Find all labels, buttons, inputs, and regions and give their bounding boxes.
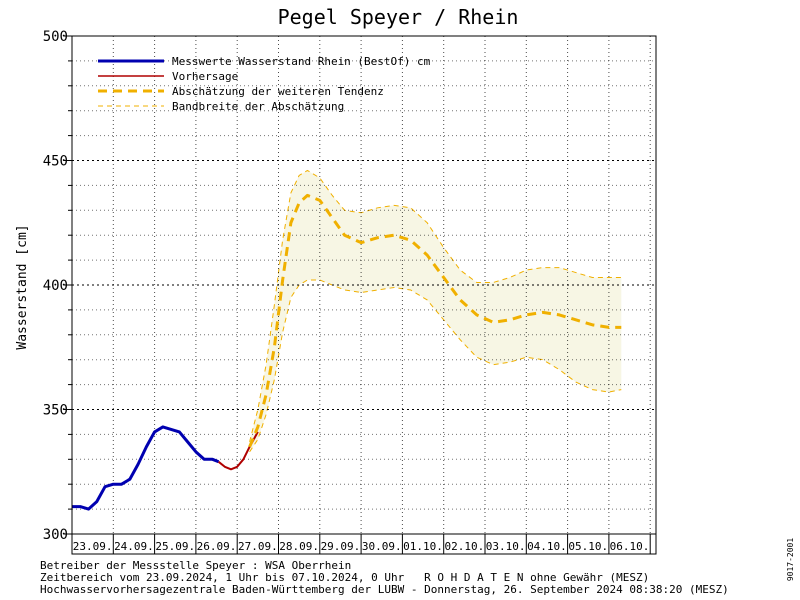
series-line-2: [248, 193, 622, 448]
footer-publisher: Hochwasservorhersagezentrale Baden-Württ…: [40, 583, 729, 596]
x-tick-label: 27.09.: [238, 540, 278, 553]
x-tick-label: 02.10.: [444, 540, 484, 553]
y-tick-label: 300: [43, 527, 68, 543]
y-tick-label: 500: [43, 29, 68, 45]
legend-label-1: Vorhersage: [172, 70, 238, 83]
x-tick-label: 23.09.: [73, 540, 113, 553]
y-axis-label: Wasserstand [cm]: [15, 224, 30, 349]
legend: Messwerte Wasserstand Rhein (BestOf) cm V…: [98, 55, 431, 113]
estimate-band: [249, 169, 622, 453]
x-axis: 23.09. 24.09. 25.09. 26.09. 27.09. 28.09. 29.0…: [71, 533, 657, 555]
x-tick-label: 25.09.: [155, 540, 195, 553]
chart-title: Pegel Speyer / Rhein: [278, 5, 519, 29]
grid: [72, 36, 656, 534]
legend-label-0: Messwerte Wasserstand Rhein (BestOf) cm: [172, 55, 431, 68]
x-tick-label: 26.09.: [197, 540, 237, 553]
footer-operator: Betreiber der Messstelle Speyer : WSA Ob…: [40, 559, 352, 572]
y-tick-label: 350: [43, 403, 68, 419]
x-tick-label: 01.10.: [403, 540, 443, 553]
side-code: 9017-2001: [785, 537, 795, 582]
y-tick-label: 450: [43, 154, 68, 170]
band-upper-line: [249, 169, 622, 442]
y-axis: 300 350 400 450 500: [43, 29, 72, 543]
y-tick-label: 400: [43, 278, 68, 294]
x-tick-label: 05.10.: [568, 540, 608, 553]
legend-label-2: Abschätzung der weiteren Tendenz: [172, 85, 384, 98]
x-tick-label: 03.10.: [486, 540, 526, 553]
band-fill: [249, 170, 622, 452]
legend-label-3: Bandbreite der Abschätzung: [172, 100, 344, 113]
series-line-0: [72, 425, 220, 511]
x-tick-label: 06.10.: [610, 540, 650, 553]
footer-time-range: Zeitbereich vom 23.09.2024, 1 Uhr bis 07…: [40, 571, 650, 584]
x-axis-box: [71, 533, 657, 555]
x-tick-label: 29.09.: [321, 540, 361, 553]
x-tick-label: 30.09.: [362, 540, 402, 553]
series: [72, 193, 622, 511]
x-tick-label: 04.10.: [527, 540, 567, 553]
x-tick-label: 28.09.: [279, 540, 319, 553]
x-tick-label: 24.09.: [114, 540, 154, 553]
